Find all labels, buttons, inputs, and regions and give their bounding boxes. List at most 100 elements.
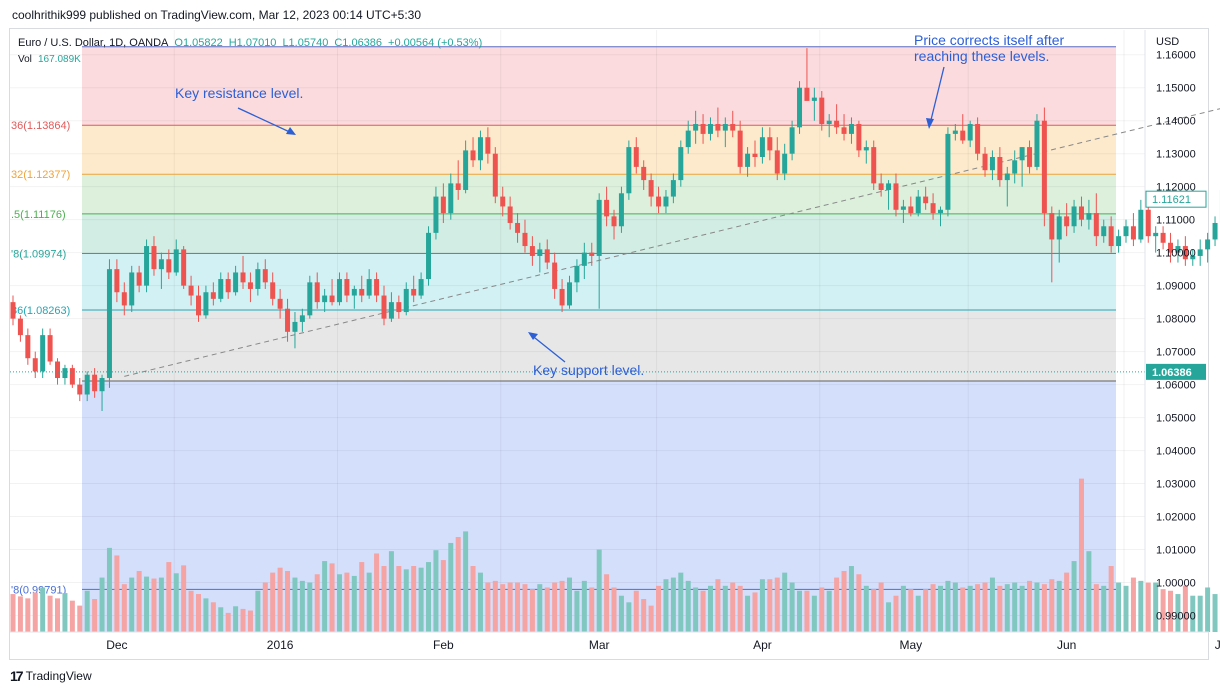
volume-bar <box>923 589 929 632</box>
candle-body <box>1056 216 1062 240</box>
volume-bar <box>1130 577 1136 632</box>
candle-body <box>1190 255 1196 260</box>
annotation-arrowhead <box>286 127 296 135</box>
currency-label: USD <box>1156 36 1179 48</box>
volume-bar <box>1212 594 1218 632</box>
publisher-line: coolhrithik999 published on TradingView.… <box>12 8 422 22</box>
volume-bar <box>32 592 38 632</box>
volume-bar <box>596 549 602 632</box>
volume-bar <box>285 570 291 632</box>
candle-body <box>604 199 610 217</box>
volume-bar <box>99 577 105 632</box>
candle-body <box>381 295 387 319</box>
candle-body <box>863 147 869 151</box>
candle-body <box>789 127 795 154</box>
candle-body <box>463 150 469 190</box>
candle-body <box>470 150 476 161</box>
candle-body <box>1012 160 1018 174</box>
candle-body <box>574 265 580 283</box>
candle-body <box>166 259 172 273</box>
volume-legend-value: 167.089K <box>38 54 81 65</box>
volume-bar <box>92 599 98 632</box>
volume-bar <box>700 590 706 632</box>
volume-bar <box>782 572 788 632</box>
legend-item: +0.00564 (+0.53%) <box>388 37 482 49</box>
candle-body <box>730 124 736 131</box>
candle-body <box>240 272 246 283</box>
candle-body <box>1138 209 1144 240</box>
candle-body <box>581 252 587 266</box>
volume-bar <box>1093 584 1099 632</box>
price-tick-label: 1.15000 <box>1156 83 1196 95</box>
annotation-correction-line1: Price corrects itself after <box>914 32 1064 48</box>
candle-body <box>819 97 825 125</box>
candle-body <box>908 206 914 214</box>
current-price-tag <box>1146 363 1206 380</box>
legend-item: O1.05822 <box>174 37 222 49</box>
annotation-arrow <box>237 107 295 135</box>
volume-bar <box>292 577 298 632</box>
volume-bar <box>952 582 958 632</box>
candle-body <box>1175 246 1181 253</box>
fib-level-label: 36(1.08263) <box>11 305 70 317</box>
candle-body <box>745 153 751 167</box>
volume-bar <box>277 567 283 632</box>
candle-body <box>715 124 721 131</box>
candle-body <box>329 295 335 303</box>
price-tick-label: 1.07000 <box>1156 347 1196 359</box>
volume-bar <box>1175 594 1181 632</box>
candle-body <box>492 153 498 197</box>
volume-bar <box>567 577 572 632</box>
candle-body <box>403 288 409 313</box>
candle-body <box>700 124 706 134</box>
volume-bar <box>515 582 521 632</box>
time-tick-label: Feb <box>433 638 454 652</box>
volume-bar <box>114 555 120 632</box>
candle-body <box>997 156 1003 181</box>
volume-bar <box>240 608 246 632</box>
volume-bar <box>477 572 483 632</box>
candle-body <box>848 124 854 134</box>
candle-body <box>633 147 639 167</box>
candle-body <box>1108 226 1114 247</box>
fib-level-label: 32(1.12377) <box>11 169 70 181</box>
volume-bar <box>544 587 550 632</box>
candle-body <box>426 232 432 280</box>
volume-bar <box>915 595 921 632</box>
legend-item: L1.05740 <box>282 37 328 49</box>
price-tick-label: 1.13000 <box>1156 149 1196 161</box>
candle-body <box>900 206 906 210</box>
volume-bar <box>1116 582 1122 632</box>
fib-zone <box>82 46 1117 126</box>
candle-body <box>559 288 565 306</box>
volume-bar <box>433 550 439 632</box>
volume-bar <box>314 574 320 632</box>
candle-body <box>641 166 647 181</box>
price-tick-label: 1.10000 <box>1156 248 1196 260</box>
volume-bar <box>351 575 357 632</box>
volume-bar <box>819 587 825 632</box>
candle-body <box>77 384 83 395</box>
candle-body <box>114 269 120 293</box>
candle-body <box>537 249 543 256</box>
candle-body <box>99 378 105 392</box>
candle-body <box>989 156 995 171</box>
volume-bar <box>581 580 587 632</box>
volume-bar <box>789 582 795 632</box>
volume-bar <box>262 582 268 632</box>
volume-bar <box>388 551 394 632</box>
volume-bar <box>10 594 16 632</box>
volume-bar <box>158 577 164 632</box>
candle-body <box>255 269 261 289</box>
volume-legend-label: Vol <box>18 54 32 65</box>
volume-bar <box>396 566 402 632</box>
volume-bar <box>670 577 676 632</box>
volume-bar <box>1160 589 1166 632</box>
volume-bar <box>1012 582 1018 632</box>
candle-body <box>210 292 216 299</box>
candle-body <box>656 196 662 207</box>
candle-body <box>797 87 803 128</box>
candle-body <box>515 222 521 233</box>
time-tick-label: Apr <box>753 638 772 652</box>
